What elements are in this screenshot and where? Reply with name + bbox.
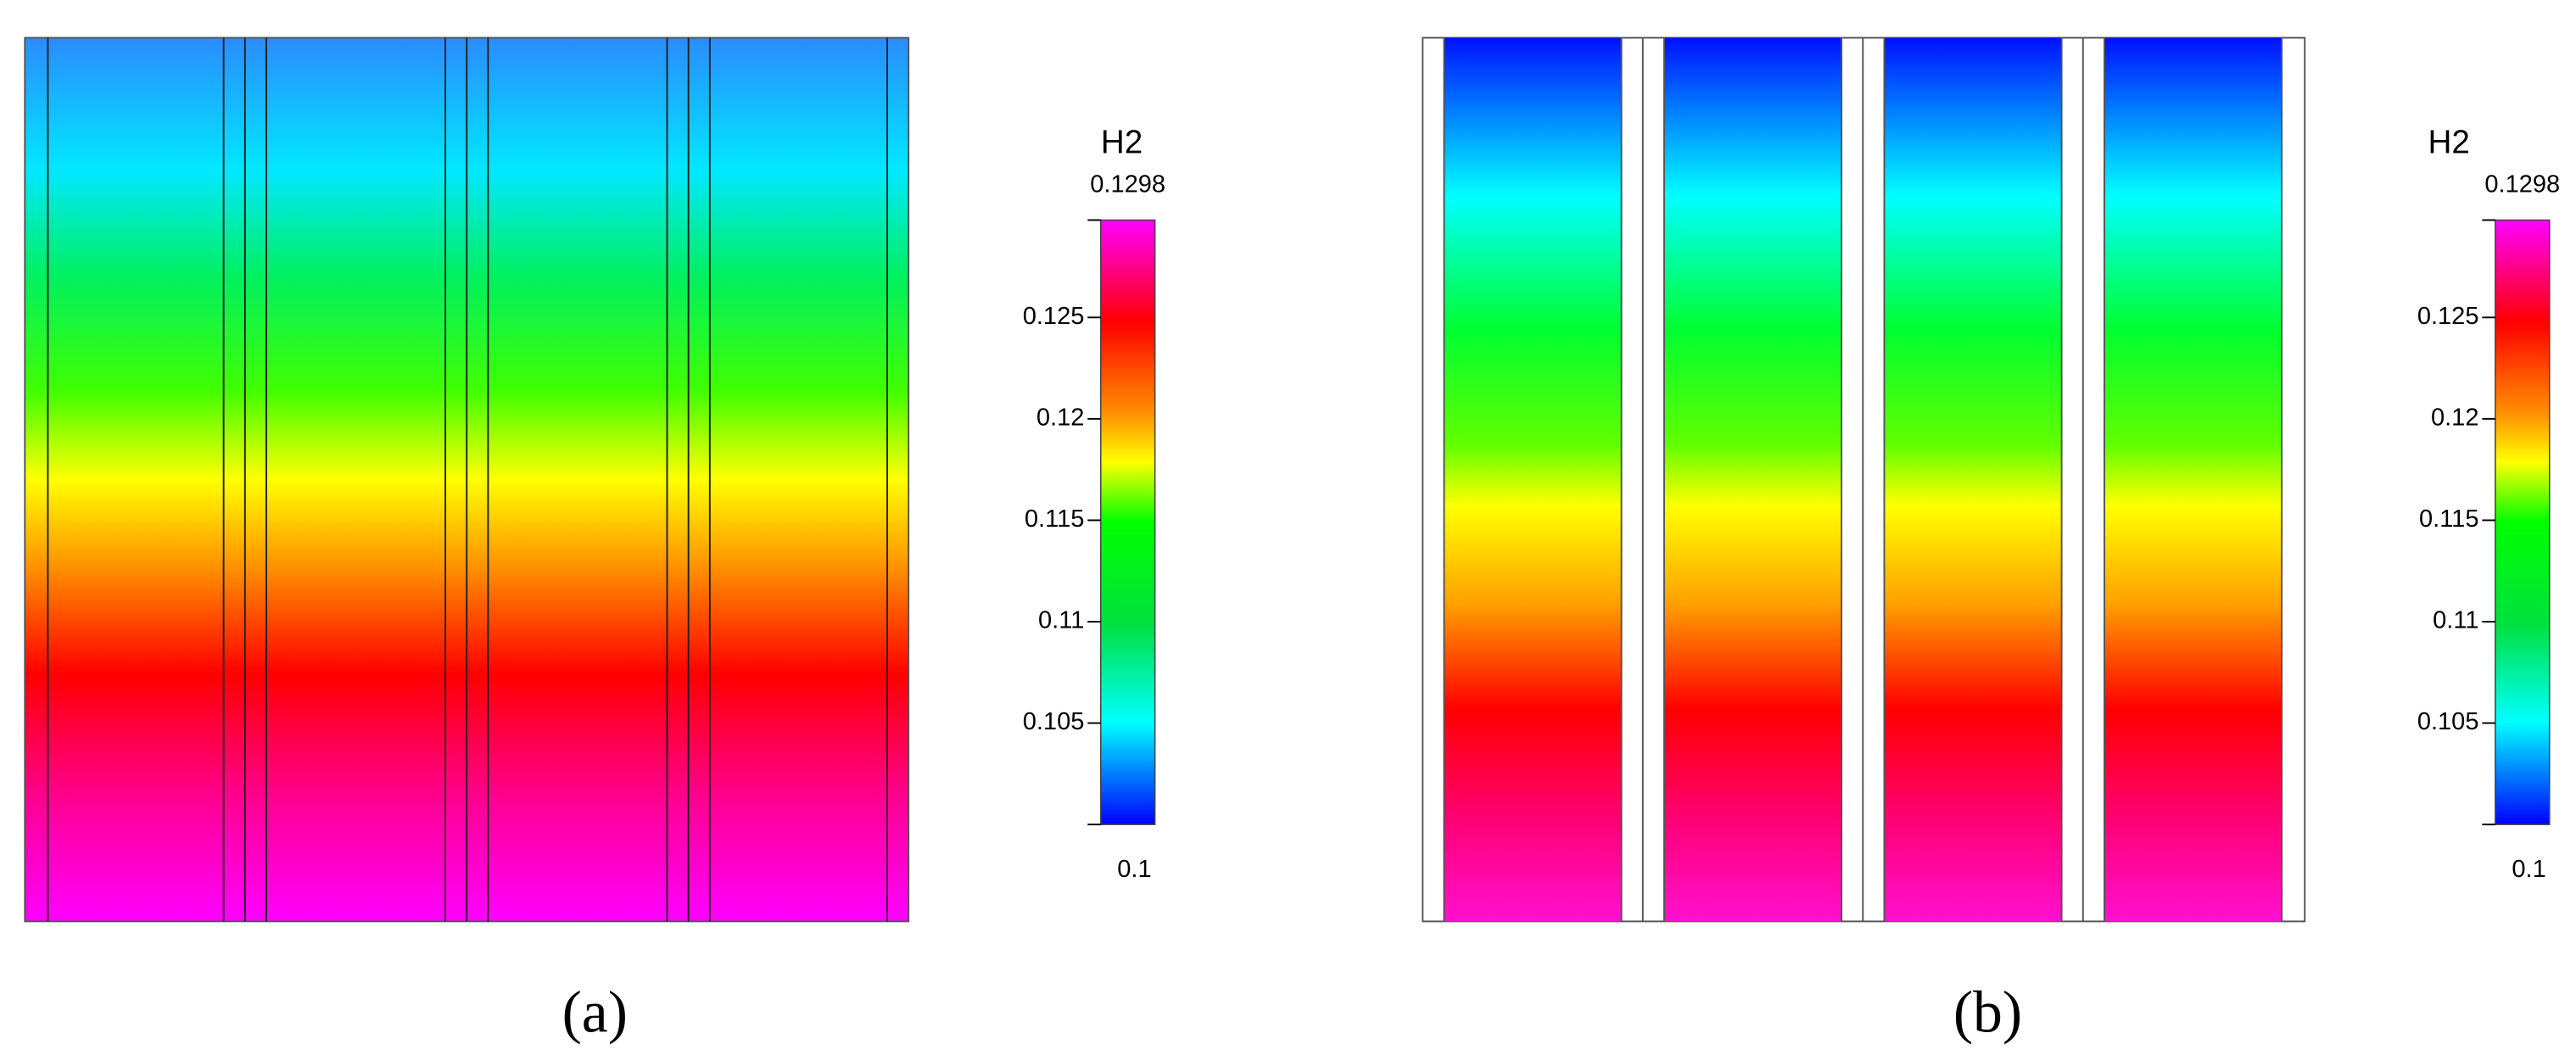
- colorbar-title: H2: [2428, 125, 2470, 161]
- colorbar: [1099, 219, 1156, 825]
- colorbar-tick-label: 0.105: [2417, 708, 2479, 735]
- panel-caption: (b): [1953, 980, 2022, 1046]
- contour-a: [24, 36, 910, 923]
- colorbar-tick-label: 0.11: [1038, 607, 1084, 634]
- colorbar-min: 0.1: [1117, 856, 1151, 883]
- colorbar-tick-label: 0.11: [2433, 607, 2478, 634]
- colorbar-tick-label: 0.115: [2419, 505, 2479, 533]
- colorbar-min: 0.1: [2512, 856, 2545, 883]
- colorbar-tick-label: 0.12: [1037, 405, 1085, 432]
- colorbar-max: 0.1298: [1090, 171, 1165, 198]
- colorbar-tick-label: 0.105: [1023, 708, 1085, 735]
- colorbar: [2495, 219, 2551, 825]
- colorbar-title: H2: [1101, 125, 1143, 161]
- colorbar-tick-label: 0.12: [2431, 405, 2479, 432]
- colorbar-tick-label: 0.125: [1023, 303, 1085, 330]
- colorbar-tick-label: 0.115: [1025, 505, 1085, 533]
- colorbar-max: 0.1298: [2484, 171, 2560, 198]
- contour-b: [1422, 36, 2306, 923]
- colorbar-tick-label: 0.125: [2417, 303, 2479, 330]
- panel-caption: (a): [562, 980, 628, 1046]
